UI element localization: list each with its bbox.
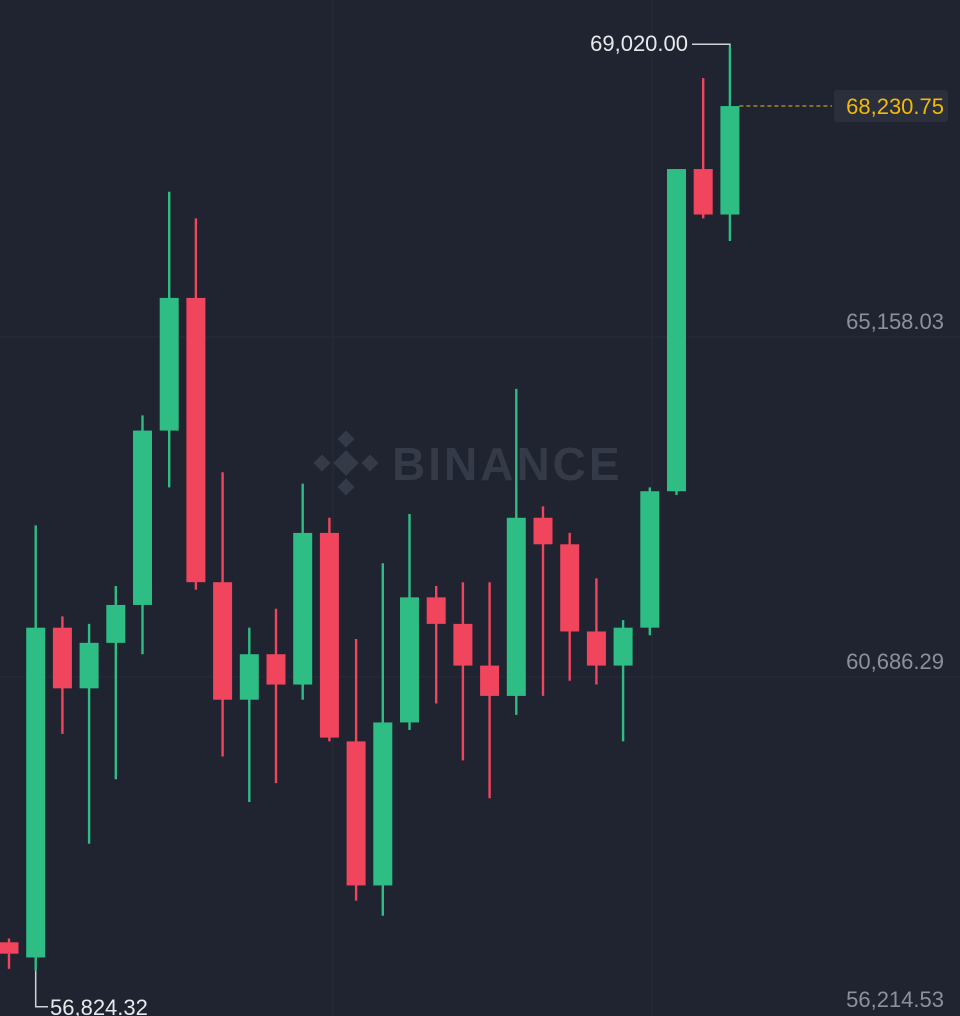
high-marker: 69,020.00 xyxy=(590,31,731,56)
candle-body xyxy=(26,627,46,958)
y-tick-label: 65,158.03 xyxy=(846,309,944,334)
candle-body xyxy=(159,297,179,431)
high-label: 69,020.00 xyxy=(590,31,688,56)
low-marker: 56,824.32 xyxy=(34,970,148,1016)
last-price-tag xyxy=(834,90,948,123)
candle[interactable] xyxy=(667,169,686,496)
low-leader-line xyxy=(34,970,48,1008)
candle[interactable] xyxy=(480,582,500,799)
candle[interactable] xyxy=(319,517,339,742)
candle[interactable] xyxy=(293,483,313,700)
candle[interactable] xyxy=(533,506,553,696)
watermark-label: BINANCE xyxy=(392,438,623,490)
candle-body xyxy=(400,597,419,723)
candle-body xyxy=(239,654,259,700)
candle[interactable] xyxy=(79,623,99,844)
candle[interactable] xyxy=(560,532,580,681)
candle-body xyxy=(480,665,500,696)
candle[interactable] xyxy=(400,513,419,731)
candle-body xyxy=(373,722,393,886)
candle-body xyxy=(693,169,713,215)
candle-body xyxy=(186,297,206,583)
candle-body xyxy=(133,430,152,605)
candle[interactable] xyxy=(159,191,179,488)
candle-body xyxy=(453,623,473,666)
candles xyxy=(0,46,740,971)
candle-body xyxy=(586,631,606,666)
candle[interactable] xyxy=(506,388,526,715)
low-label: 56,824.32 xyxy=(50,995,148,1016)
candle[interactable] xyxy=(239,627,259,803)
candle[interactable] xyxy=(373,563,393,916)
last-price-label: 68,230.75 xyxy=(846,94,944,119)
candle-body xyxy=(0,942,19,954)
candle[interactable] xyxy=(586,578,606,685)
candle[interactable] xyxy=(213,472,233,757)
y-tick-label: 56,214.53 xyxy=(846,987,944,1012)
candle-body xyxy=(640,491,660,628)
candle[interactable] xyxy=(106,585,126,780)
candle[interactable] xyxy=(426,585,446,704)
candle-body xyxy=(533,517,553,545)
candle[interactable] xyxy=(0,938,19,969)
candle-body xyxy=(346,741,366,886)
candle[interactable] xyxy=(186,218,206,590)
candle-body xyxy=(319,532,339,738)
candle[interactable] xyxy=(453,582,473,761)
binance-logo-icon xyxy=(313,430,379,496)
candle-body xyxy=(613,627,633,666)
candle[interactable] xyxy=(133,415,152,655)
candle[interactable] xyxy=(613,620,633,742)
candle-body xyxy=(213,582,233,700)
candle[interactable] xyxy=(346,639,366,901)
last-price-marker: 68,230.75 xyxy=(739,90,948,123)
axis-and-markers: 65,158.03 60,686.29 56,214.53 68,230.75 … xyxy=(34,31,948,1016)
candle[interactable] xyxy=(640,487,660,636)
candle-body xyxy=(106,604,126,643)
candle-body xyxy=(560,544,580,632)
candle-body xyxy=(506,517,526,696)
candle-body xyxy=(720,106,740,215)
candle-body xyxy=(426,597,446,624)
candle-body xyxy=(79,642,99,689)
candle[interactable] xyxy=(52,616,72,734)
candle[interactable] xyxy=(26,525,46,971)
high-leader-line xyxy=(692,43,731,47)
y-tick-label: 60,686.29 xyxy=(846,649,944,674)
candle-body xyxy=(266,654,286,685)
candle-body xyxy=(667,169,686,492)
candle-body xyxy=(52,627,72,689)
candle[interactable] xyxy=(693,78,713,219)
binance-watermark: BINANCE xyxy=(313,430,623,496)
candle-body xyxy=(293,532,313,685)
candle[interactable] xyxy=(266,608,286,784)
candle[interactable] xyxy=(720,46,740,242)
